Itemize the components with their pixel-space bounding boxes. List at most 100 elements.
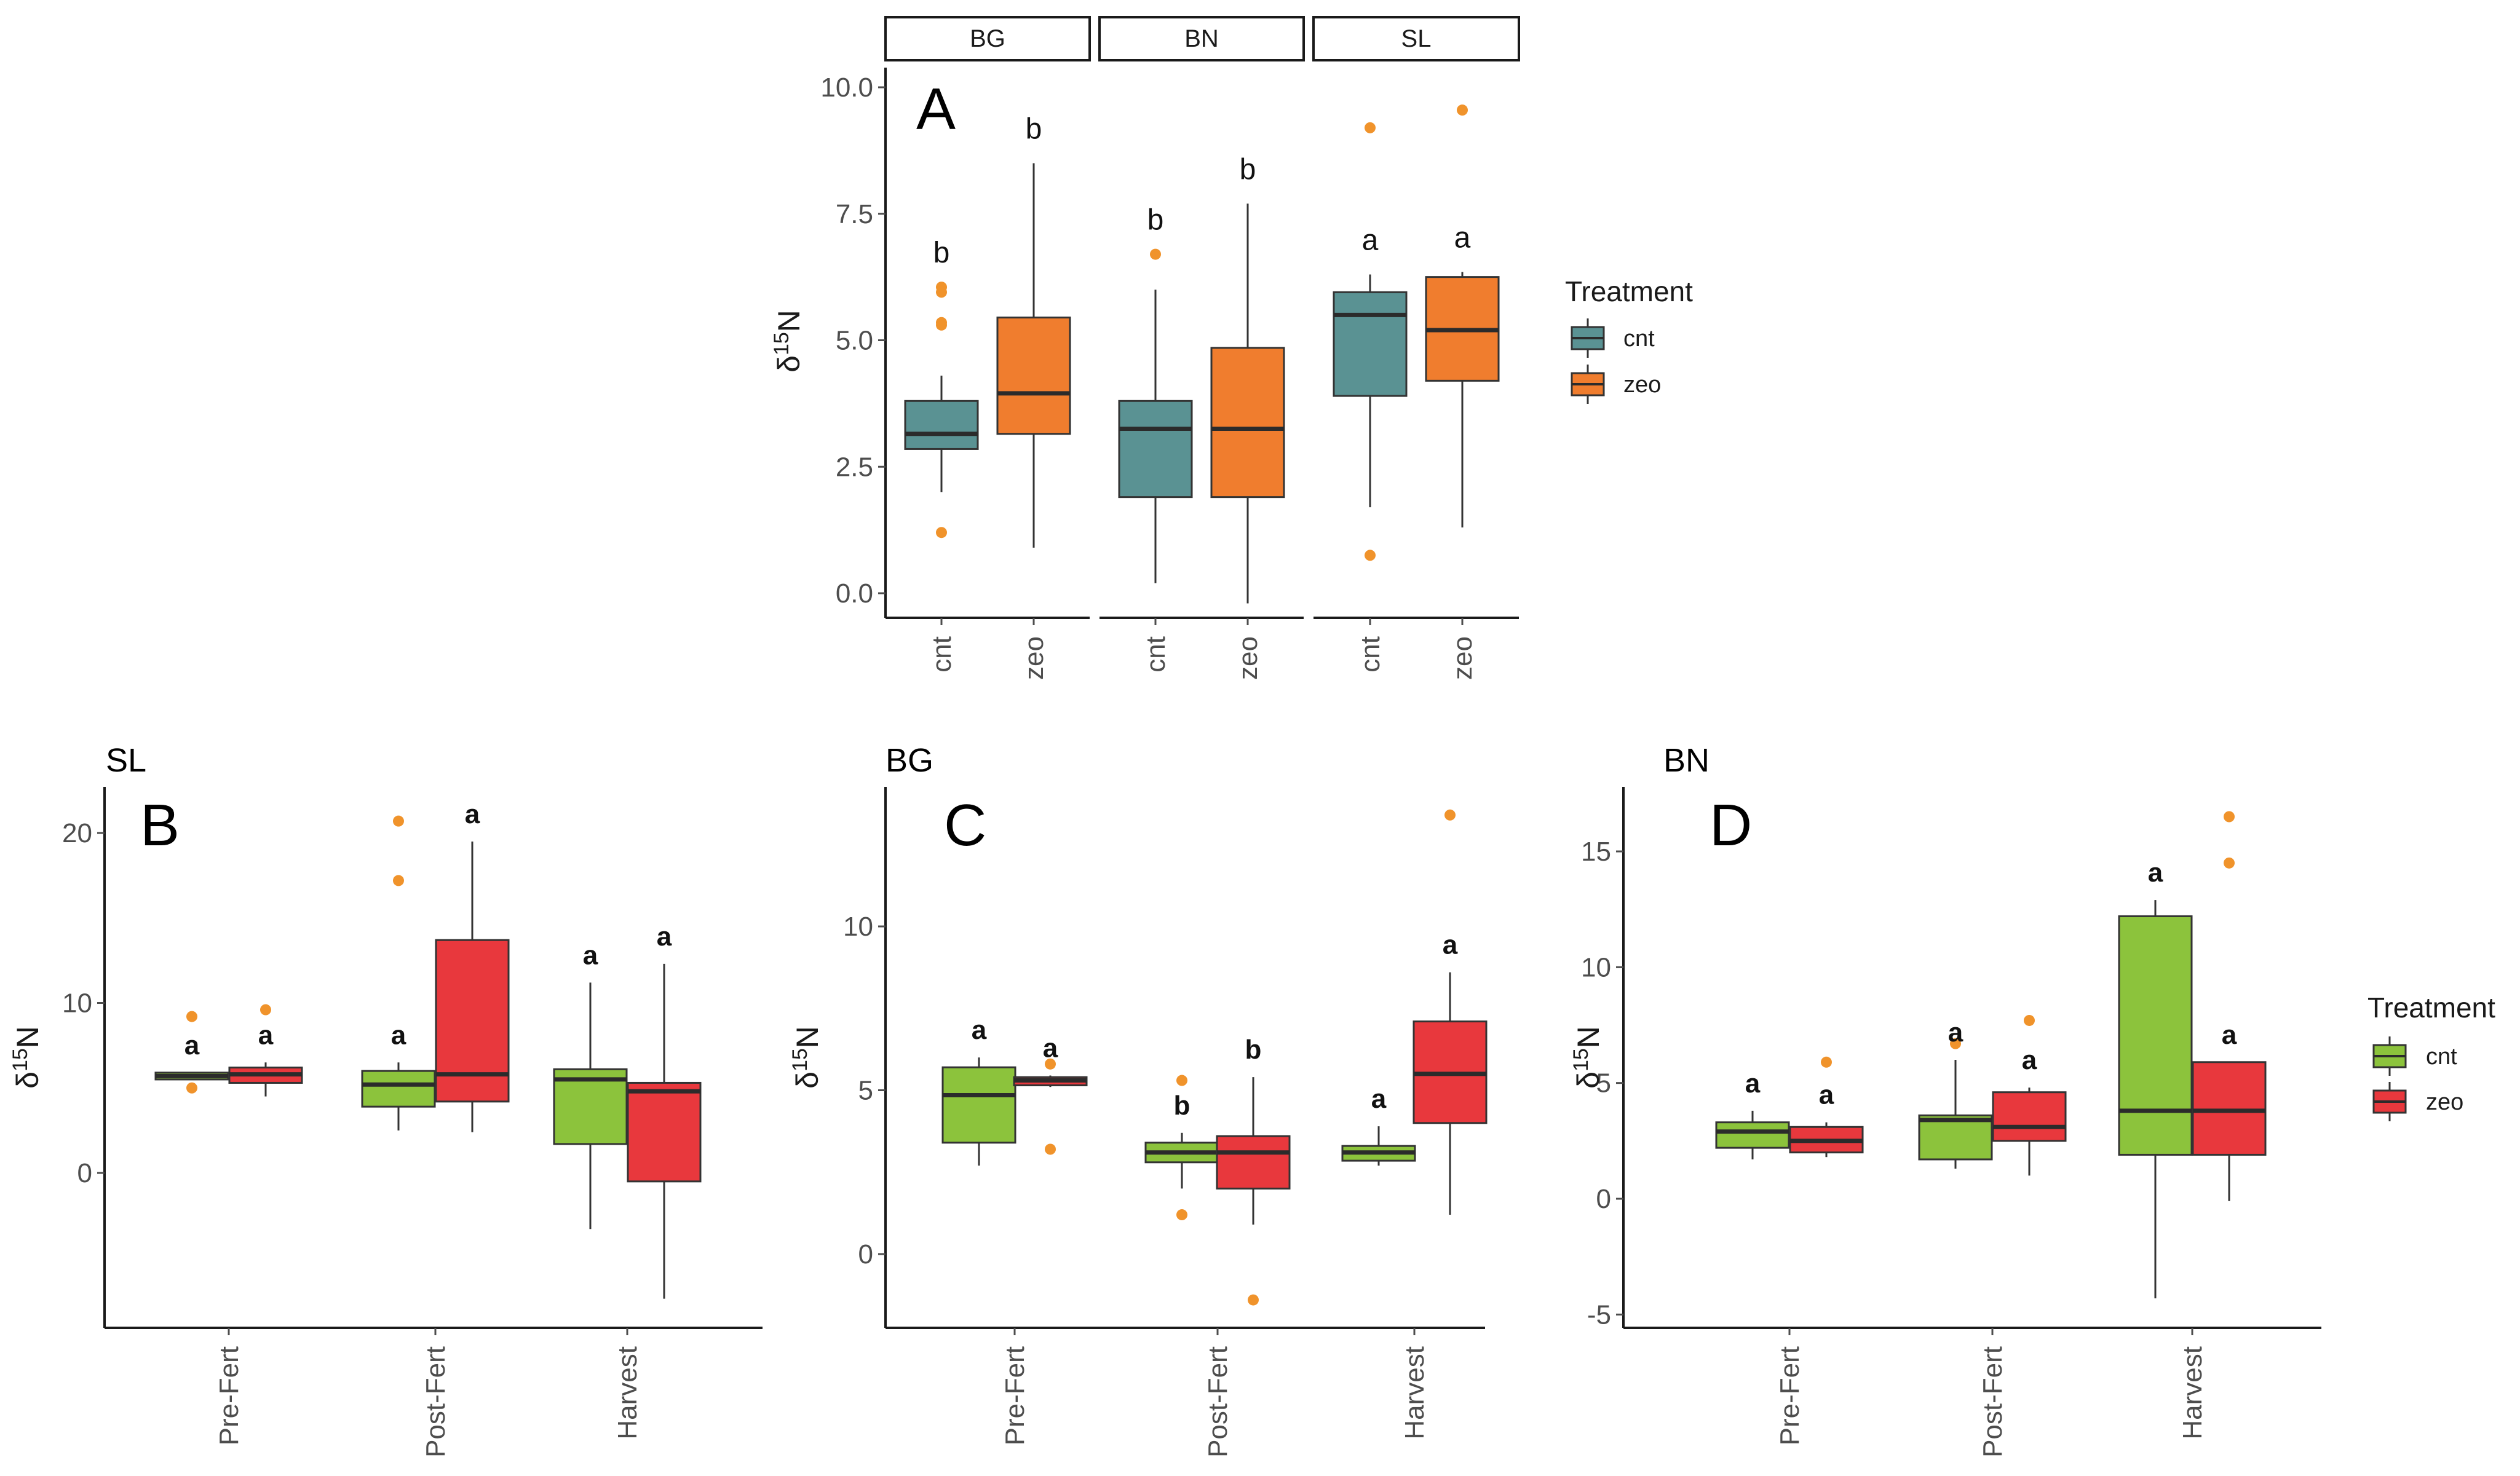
- significance-letter: a: [184, 1030, 200, 1060]
- box-BN-zeo-box: [1210, 347, 1285, 499]
- y-tick-label: 5: [1596, 1068, 1611, 1099]
- panel-B: 0 10 20 δ15N SL B Pre-Fert Post-Fert Harvest a a a a…: [9, 742, 763, 1458]
- panel-site-title: SL: [106, 742, 146, 779]
- y-tick-label: 5: [858, 1076, 873, 1106]
- box-SL-cnt-outlier: [1365, 122, 1376, 133]
- significance-letter: a: [657, 922, 672, 952]
- x-tick-label: zeo: [1448, 636, 1478, 680]
- x-tick-label: Post-Fert: [421, 1346, 451, 1458]
- significance-letter: a: [972, 1015, 987, 1045]
- significance-letter: b: [1245, 1035, 1262, 1065]
- facet-strip: [1312, 16, 1520, 61]
- y-tick-label: 0.0: [836, 578, 873, 609]
- box-Post-Fert-cnt-outlier: [1950, 1038, 1961, 1049]
- box-Harvest-zeo-outlier: [2224, 857, 2235, 869]
- box-BN-cnt-box: [1118, 400, 1193, 499]
- box-Harvest-zeo-outlier: [2224, 811, 2235, 823]
- box-Post-Fert-cnt-box: [361, 1070, 436, 1108]
- y-axis-title: δ15N: [1569, 1026, 1606, 1089]
- box-Post-Fert-zeo-outlier: [2024, 1014, 2035, 1026]
- x-tick-label: Harvest: [1400, 1346, 1430, 1440]
- legend: Treatment cnt zeo: [2367, 992, 2495, 1121]
- y-tick-label: -5: [1587, 1300, 1611, 1330]
- panel-letter-A: A: [916, 76, 956, 142]
- legend-label-zeo: zeo: [1623, 372, 1661, 398]
- y-tick-label: 10.0: [820, 73, 873, 103]
- significance-letter: a: [2148, 858, 2163, 888]
- box-SL-cnt-box: [1333, 291, 1408, 397]
- box-BG-cnt-box: [904, 400, 979, 450]
- significance-letter: a: [1745, 1068, 1761, 1099]
- y-axis-title: δ15N: [770, 310, 806, 373]
- y-tick-label: 2.5: [836, 452, 873, 482]
- box-Pre-Fert-zeo-outlier: [1045, 1143, 1056, 1155]
- facet-strip: [1098, 16, 1305, 61]
- significance-letter: a: [391, 1020, 406, 1050]
- y-tick-label: 10: [843, 912, 873, 942]
- x-tick-label: cnt: [1141, 636, 1171, 673]
- y-tick-label: 5.0: [836, 326, 873, 356]
- x-tick-label: Harvest: [2177, 1346, 2208, 1440]
- legend-title: Treatment: [2367, 992, 2495, 1024]
- panel-D: -5 0 5 10 15 δ15N BND Pre-Fert Post-Fert Harvest a…: [1569, 742, 2495, 1458]
- box-Post-Fert-cnt-outlier: [393, 815, 404, 827]
- panel-letter-B: B: [140, 792, 180, 858]
- x-tick-label: Pre-Fert: [1775, 1346, 1805, 1445]
- legend-label-cnt: cnt: [2426, 1044, 2457, 1070]
- y-tick-label: 10: [62, 989, 92, 1019]
- significance-letter: a: [1948, 1017, 1963, 1048]
- facet-strip-label: BN: [1184, 25, 1219, 52]
- facet-strip-label: SL: [1401, 25, 1432, 52]
- legend-label-zeo: zeo: [2426, 1089, 2463, 1115]
- significance-letter: a: [1819, 1080, 1834, 1110]
- box-Post-Fert-zeo-outlier: [1248, 1294, 1259, 1306]
- panel-site-title: BN: [1663, 742, 1710, 779]
- legend-label-cnt: cnt: [1623, 326, 1655, 352]
- box-Harvest-zeo-box: [2192, 1061, 2267, 1156]
- box-Post-Fert-cnt-box: [1918, 1114, 1993, 1161]
- x-tick-label: Pre-Fert: [1000, 1346, 1030, 1445]
- box-Pre-Fert-cnt-outlier: [186, 1011, 197, 1022]
- significance-letter: a: [1043, 1033, 1058, 1064]
- legend: Treatment cnt zeo: [1565, 275, 1693, 404]
- box-BG-cnt-outlier: [936, 282, 947, 293]
- y-tick-label: 15: [1581, 837, 1611, 867]
- significance-letter: a: [258, 1020, 274, 1050]
- box-Post-Fert-zeo-box: [1992, 1091, 2067, 1142]
- box-Harvest-cnt-box: [2118, 915, 2193, 1156]
- box-BN-cnt-outlier: [1150, 248, 1161, 260]
- box-Harvest-cnt-box: [553, 1068, 628, 1145]
- panel-letter-C: C: [944, 792, 986, 858]
- y-tick-label: 20: [62, 818, 92, 848]
- box-Post-Fert-cnt-outlier: [1176, 1209, 1187, 1221]
- box-Pre-Fert-zeo-outlier: [1821, 1056, 1832, 1068]
- significance-letter: b: [1026, 112, 1042, 145]
- y-tick-label: 10: [1581, 952, 1611, 982]
- significance-letter: b: [1174, 1091, 1191, 1121]
- x-tick-label: cnt: [927, 636, 957, 673]
- significance-letter: a: [465, 799, 480, 829]
- significance-letter: a: [1362, 224, 1379, 257]
- box-Pre-Fert-zeo-outlier: [1045, 1058, 1056, 1070]
- x-tick-label: Pre-Fert: [214, 1346, 244, 1445]
- box-Harvest-zeo-box: [627, 1081, 702, 1183]
- box-Pre-Fert-zeo-outlier: [260, 1004, 271, 1016]
- box-SL-cnt-outlier: [1365, 550, 1376, 561]
- significance-letter: a: [583, 940, 598, 970]
- box-Post-Fert-cnt-outlier: [1176, 1075, 1187, 1086]
- facet-strip: [884, 16, 1091, 61]
- box-BG-cnt-outlier: [936, 317, 947, 328]
- panel-A: BG BN SL 0.0 2.5 5.0 7.5 10.0 δ15N Ab cnt b zeo b cnt b…: [770, 16, 1693, 680]
- panel-letter-D: D: [1710, 792, 1752, 858]
- legend-title: Treatment: [1565, 275, 1693, 307]
- x-tick-label: zeo: [1019, 636, 1049, 680]
- panel-site-title: BG: [886, 742, 933, 779]
- y-tick-label: 0: [858, 1239, 873, 1269]
- x-tick-label: zeo: [1233, 636, 1263, 680]
- box-Post-Fert-zeo-box: [1216, 1135, 1291, 1190]
- box-SL-zeo-outlier: [1457, 105, 1468, 116]
- significance-letter: b: [1147, 204, 1164, 237]
- significance-letter: a: [1454, 221, 1471, 254]
- significance-letter: a: [1371, 1084, 1387, 1114]
